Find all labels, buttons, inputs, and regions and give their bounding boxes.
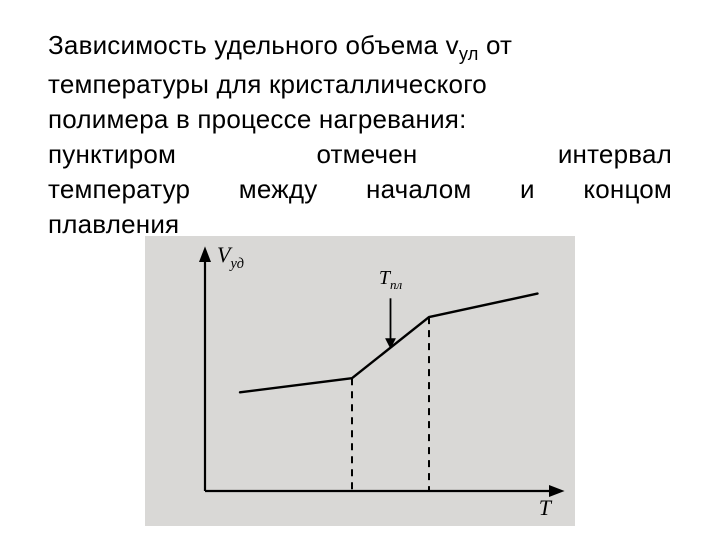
svg-text:T: T — [539, 495, 553, 520]
caption-line-3: полимера в процессе нагревания: — [48, 102, 672, 137]
specific-volume-chart: VудTTпл — [145, 236, 575, 526]
caption-line-5: температур между началом и концом — [48, 172, 672, 207]
caption-text: Зависимость удельного объема v — [48, 30, 459, 60]
caption-line-2: температуры для кристаллического — [48, 67, 672, 102]
figure-caption: Зависимость удельного объема vул от темп… — [48, 28, 672, 242]
caption-sub: ул — [459, 44, 479, 64]
caption-line-4: пунктиром отмечен интервал — [48, 137, 672, 172]
caption-line-1: Зависимость удельного объема vул от — [48, 28, 672, 67]
chart-svg: VудTTпл — [145, 236, 575, 526]
caption-text: от — [479, 30, 513, 60]
